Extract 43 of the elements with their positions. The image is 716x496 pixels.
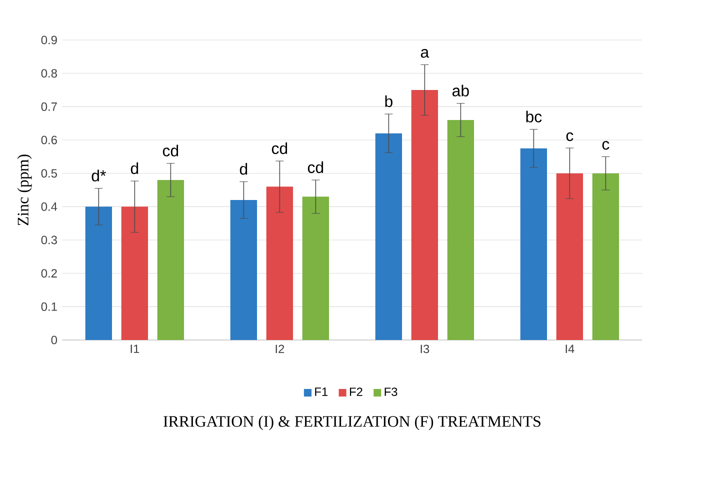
bar <box>447 120 474 340</box>
bar <box>375 133 402 340</box>
legend-label: F1 <box>315 388 328 396</box>
data-label: b <box>385 95 392 108</box>
data-label: cd <box>162 144 178 156</box>
y-tick-label: 0.7 <box>41 102 57 111</box>
data-label: bc <box>526 110 542 122</box>
x-tick-label: I3 <box>420 344 430 354</box>
data-label: d <box>130 162 138 174</box>
y-tick-label: 0.2 <box>41 269 57 278</box>
x-tick-label: I4 <box>566 344 574 353</box>
bar <box>85 206 112 340</box>
legend-label: F2 <box>350 388 362 396</box>
x-tick-label: I2 <box>276 344 284 354</box>
data-label: d* <box>92 170 106 182</box>
y-axis-title: Zinc (ppm) <box>17 154 32 226</box>
bar <box>411 90 438 340</box>
data-label: c <box>602 141 610 150</box>
data-label: d <box>240 163 248 175</box>
data-label: cd <box>272 142 288 154</box>
y-tick-label: 0.3 <box>41 236 57 244</box>
y-tick-label: 0.1 <box>41 302 57 311</box>
bar <box>121 206 148 340</box>
data-label: cd <box>308 161 324 174</box>
y-tick-label: 0 <box>51 336 58 344</box>
y-tick-label: 0.4 <box>41 202 58 211</box>
bar <box>230 200 258 340</box>
bar <box>556 173 584 340</box>
x-tick-label: I1 <box>130 344 140 353</box>
bar <box>520 148 548 340</box>
data-label: c <box>566 132 574 142</box>
legend-label: F3 <box>384 388 398 396</box>
bar <box>266 186 294 340</box>
data-label: ab <box>452 84 469 96</box>
x-axis-title: IRRIGATION (I) & FERTILIZATION (F) TREATMENTS <box>164 416 540 430</box>
y-tick-label: 0.5 <box>41 169 57 178</box>
data-label: a <box>420 49 430 58</box>
y-tick-label: 0.9 <box>41 36 57 44</box>
y-tick-label: 0.8 <box>41 69 57 78</box>
bar <box>302 196 330 340</box>
bar <box>157 180 184 340</box>
y-tick-label: 0.6 <box>41 136 57 144</box>
bar <box>592 173 620 340</box>
